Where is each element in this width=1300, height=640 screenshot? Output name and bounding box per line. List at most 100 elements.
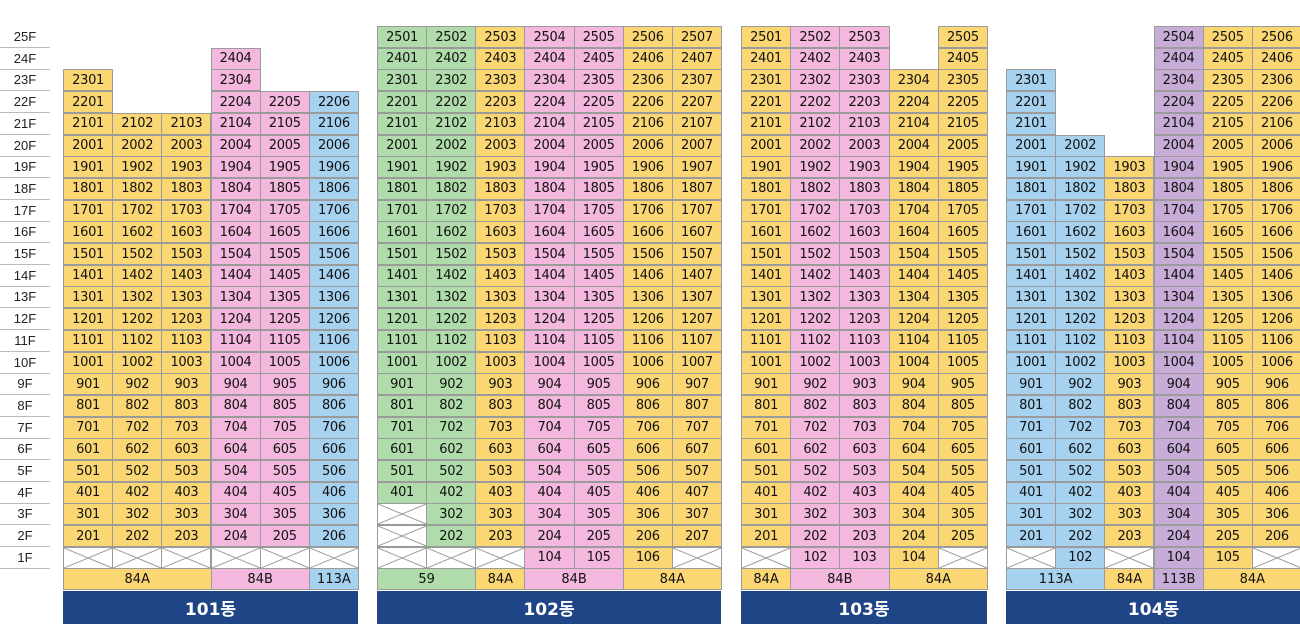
- unit-cell: 1206: [1251, 308, 1300, 331]
- unit-cell: 1801: [1006, 177, 1057, 200]
- unit-cell: 602: [112, 438, 163, 461]
- unit-cell: 702: [1055, 416, 1106, 439]
- unit-cell: 2001: [63, 134, 114, 157]
- unit-cell: 904: [210, 373, 261, 396]
- empty-unit-cell: [1104, 546, 1155, 569]
- unit-cell: 1704: [210, 199, 261, 222]
- unit-cell: 1001: [741, 351, 792, 374]
- unit-cell: 904: [1153, 373, 1204, 396]
- unit-cell: 2501: [377, 26, 428, 48]
- unit-cell: 305: [573, 503, 624, 526]
- unit-cell: 303: [161, 503, 212, 526]
- unit-cell: 2103: [161, 112, 212, 135]
- unit-cell: 807: [671, 394, 722, 417]
- empty-unit-cell: [1006, 546, 1057, 569]
- unit-cell: 1401: [377, 264, 428, 287]
- unit-cell: 2505: [573, 26, 624, 48]
- unit-cell: 1706: [1251, 199, 1300, 222]
- unit-cell: 704: [1153, 416, 1204, 439]
- unit-cell: 1704: [524, 199, 575, 222]
- unit-cell: 304: [524, 503, 575, 526]
- unit-cell: 1001: [63, 351, 114, 374]
- unit-cell: 1802: [1055, 177, 1106, 200]
- unit-cell: 203: [1104, 525, 1155, 548]
- unit-cell: 505: [573, 460, 624, 482]
- unit-cell: 801: [1006, 394, 1057, 417]
- unit-cell: 1602: [426, 221, 477, 244]
- unit-cell: 1202: [112, 308, 163, 331]
- floor-label: 25F: [0, 26, 50, 48]
- unit-cell: 201: [1006, 525, 1057, 548]
- unit-cell: 1402: [790, 264, 841, 287]
- unit-cell: 302: [1055, 503, 1106, 526]
- unit-cell: 1402: [112, 264, 163, 287]
- floor-label: 10F: [0, 352, 50, 374]
- unit-cell: 1404: [210, 264, 261, 287]
- unit-cell: 804: [210, 394, 261, 417]
- unit-cell: 1102: [426, 329, 477, 352]
- unit-cell: 502: [1055, 460, 1106, 482]
- unit-cell: 104: [1153, 546, 1204, 569]
- unit-cell: 802: [112, 394, 163, 417]
- unit-cell: 2005: [1202, 134, 1253, 157]
- floor-label: 16F: [0, 221, 50, 244]
- unit-cell: 1801: [377, 177, 428, 200]
- unit-cell: 1102: [1055, 329, 1106, 352]
- unit-cell: 2101: [377, 112, 428, 135]
- unit-cell: 206: [308, 525, 359, 548]
- unit-cell: 2505: [937, 26, 988, 48]
- unit-cell: 1506: [308, 243, 359, 265]
- unit-cell: 2205: [937, 91, 988, 114]
- unit-cell: 304: [888, 503, 939, 526]
- unit-cell: 1304: [888, 286, 939, 309]
- unit-cell: 207: [671, 525, 722, 548]
- unit-cell: 2501: [741, 26, 792, 48]
- unit-cell: 2304: [210, 69, 261, 92]
- unit-cell: 1906: [308, 156, 359, 179]
- unit-cell: 1005: [259, 351, 310, 374]
- unit-cell: 901: [377, 373, 428, 396]
- unit-cell: 1501: [741, 243, 792, 265]
- unit-cell: 1803: [839, 177, 890, 200]
- unit-cell: 1406: [308, 264, 359, 287]
- unit-cell: 604: [210, 438, 261, 461]
- empty-unit-cell: [741, 546, 792, 569]
- unit-cell: 1606: [622, 221, 673, 244]
- unit-cell: 506: [308, 460, 359, 482]
- unit-cell: 206: [1251, 525, 1300, 548]
- unit-cell: 104: [888, 546, 939, 569]
- unit-cell: 2306: [1251, 69, 1300, 92]
- unit-cell: 1005: [573, 351, 624, 374]
- unit-cell: 1201: [1006, 308, 1057, 331]
- unit-cell: 1506: [622, 243, 673, 265]
- unit-cell: 1804: [1153, 177, 1204, 200]
- unit-cell: 2105: [1202, 112, 1253, 135]
- unit-cell: 1403: [839, 264, 890, 287]
- unit-cell: 401: [377, 481, 428, 504]
- unit-cell: 1904: [210, 156, 261, 179]
- unit-cell: 1203: [1104, 308, 1155, 331]
- unit-cell: 2206: [1251, 91, 1300, 114]
- unit-cell: 1406: [1251, 264, 1300, 287]
- unit-cell: 1106: [622, 329, 673, 352]
- unit-cell: 1803: [475, 177, 526, 200]
- unit-type-label: 84A: [622, 568, 722, 590]
- unit-cell: 503: [1104, 460, 1155, 482]
- unit-cell: 2006: [1251, 134, 1300, 157]
- unit-cell: 1202: [426, 308, 477, 331]
- unit-cell: 2204: [888, 91, 939, 114]
- unit-cell: 503: [475, 460, 526, 482]
- unit-cell: 1005: [1202, 351, 1253, 374]
- unit-cell: 1703: [839, 199, 890, 222]
- unit-cell: 204: [524, 525, 575, 548]
- unit-cell: 1103: [475, 329, 526, 352]
- unit-cell: 603: [839, 438, 890, 461]
- unit-cell: 501: [377, 460, 428, 482]
- unit-cell: 1805: [573, 177, 624, 200]
- unit-cell: 701: [741, 416, 792, 439]
- unit-cell: 2001: [1006, 134, 1057, 157]
- unit-cell: 204: [210, 525, 261, 548]
- unit-cell: 1001: [377, 351, 428, 374]
- unit-cell: 802: [426, 394, 477, 417]
- unit-cell: 1505: [1202, 243, 1253, 265]
